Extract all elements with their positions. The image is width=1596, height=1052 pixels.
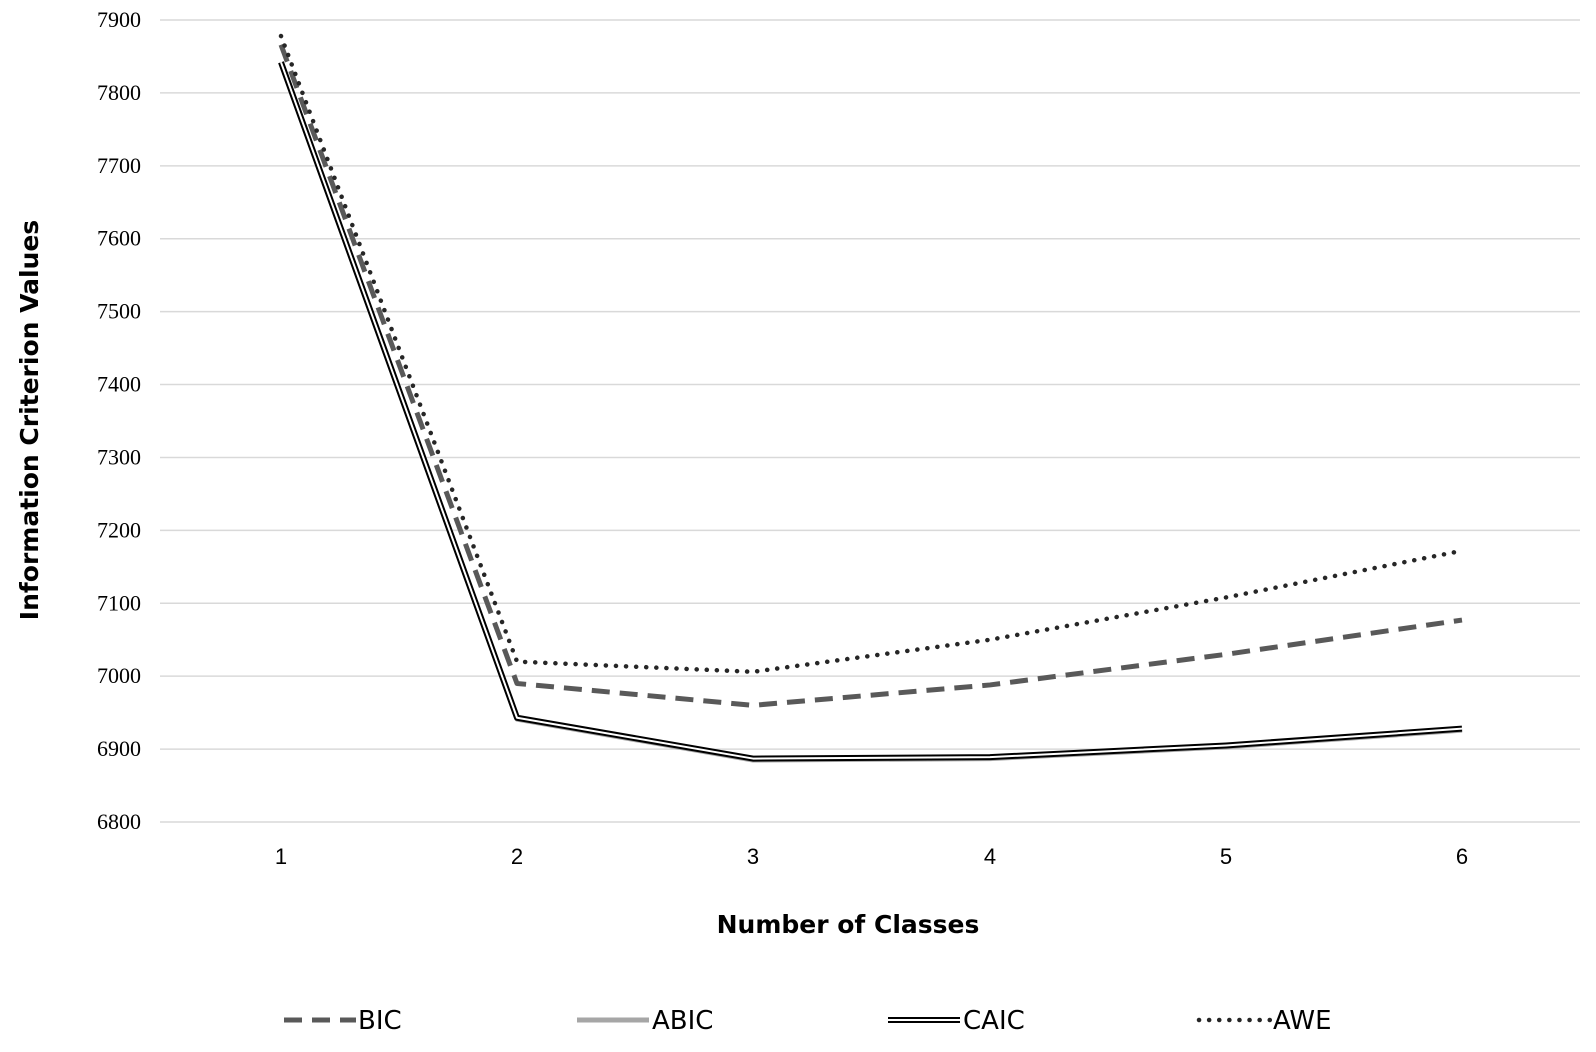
legend-item-awe: AWE — [1196, 1006, 1332, 1036]
y-axis-title: Information Criterion Values — [15, 220, 44, 620]
series-lines — [278, 33, 1465, 763]
series-line-awe — [278, 33, 1465, 675]
series-line-abic — [278, 62, 1463, 763]
x-tick-label: 5 — [1220, 844, 1232, 869]
y-tick-label: 7200 — [97, 517, 141, 542]
gridlines — [160, 19, 1580, 823]
x-tick-label: 2 — [511, 844, 523, 869]
y-axis-ticks: 6800 6900 7000 7100 7200 7300 7400 7500 7600 7700… — [97, 7, 141, 834]
y-tick-label: 7300 — [97, 444, 141, 469]
y-tick-label: 7100 — [97, 590, 141, 615]
y-tick-label: 7700 — [97, 153, 141, 178]
series-line-bic — [278, 43, 1463, 708]
x-tick-label: 3 — [747, 844, 759, 869]
x-axis-title: Number of Classes — [717, 910, 980, 939]
y-tick-label: 7800 — [97, 80, 141, 105]
legend-label-caic: CAIC — [963, 1006, 1025, 1036]
x-tick-label: 6 — [1456, 844, 1468, 869]
legend-label-awe: AWE — [1273, 1006, 1332, 1036]
y-tick-label: 7900 — [97, 7, 141, 32]
series-line-caic — [278, 61, 1463, 762]
y-tick-label: 7000 — [97, 663, 141, 688]
legend-label-abic: ABIC — [652, 1006, 713, 1036]
legend-label-bic: BIC — [358, 1006, 402, 1036]
x-tick-label: 1 — [275, 844, 287, 869]
legend-item-abic: ABIC — [577, 1006, 713, 1036]
y-tick-label: 6900 — [97, 736, 141, 761]
y-tick-label: 7400 — [97, 372, 141, 397]
y-tick-label: 7500 — [97, 299, 141, 324]
x-axis-ticks: 1 2 3 4 5 6 — [275, 844, 1468, 869]
y-tick-label: 6800 — [97, 809, 141, 834]
legend: BIC ABIC CAIC AWE — [284, 1006, 1332, 1036]
series-line-caic-inner — [280, 61, 1463, 760]
y-tick-label: 7600 — [97, 226, 141, 251]
x-tick-label: 4 — [984, 844, 996, 869]
legend-item-caic: CAIC — [888, 1006, 1025, 1036]
legend-item-bic: BIC — [284, 1006, 402, 1036]
series-line-caic-outer — [278, 61, 1463, 762]
